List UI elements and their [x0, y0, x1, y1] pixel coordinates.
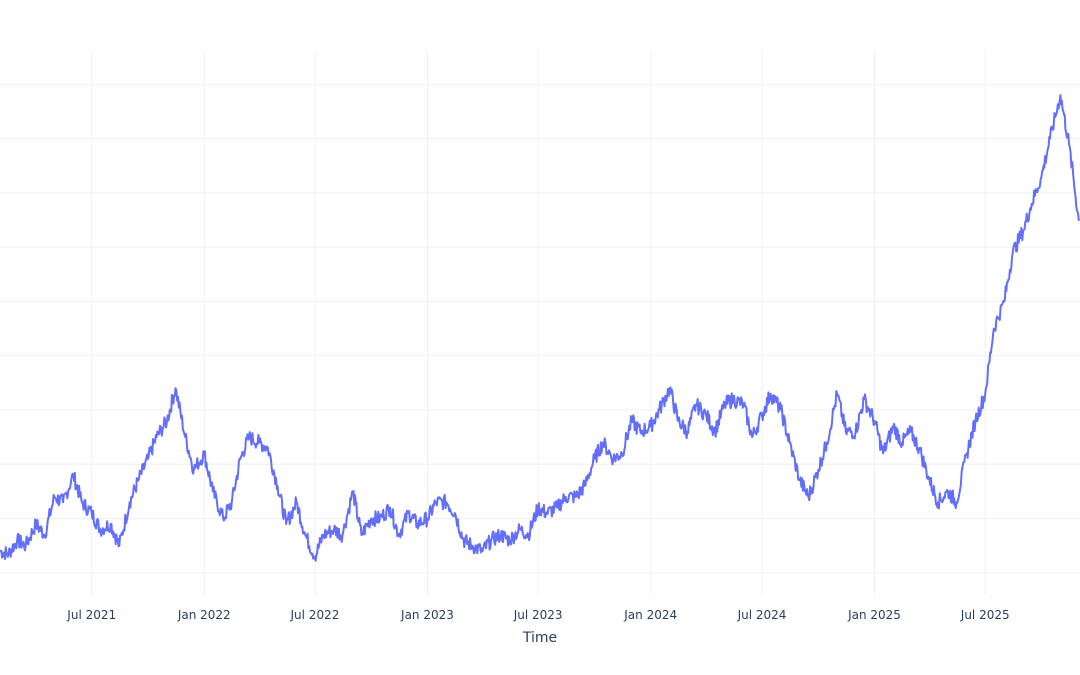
- series-layer: [0, 94, 1080, 562]
- x-tick-label: Jul 2021: [66, 608, 116, 622]
- x-tick-label: Jan 2025: [847, 608, 901, 622]
- series-line-0: [0, 94, 1080, 562]
- x-axis-ticks: Jul 2021 Jan 2022 Jul 2022 Jan 2023 Jul 2023…: [66, 608, 1009, 622]
- x-tick-label: Jul 2022: [290, 608, 340, 622]
- x-tick-label: Jan 2024: [623, 608, 677, 622]
- x-tick-label: Jul 2025: [960, 608, 1010, 622]
- grid: [0, 50, 1080, 594]
- x-tick-label: Jan 2023: [400, 608, 454, 622]
- x-axis-title: Time: [522, 630, 557, 646]
- x-tick-label: Jul 2023: [513, 608, 563, 622]
- x-tick-label: Jan 2022: [177, 608, 231, 622]
- x-tick-label: Jul 2024: [737, 608, 787, 622]
